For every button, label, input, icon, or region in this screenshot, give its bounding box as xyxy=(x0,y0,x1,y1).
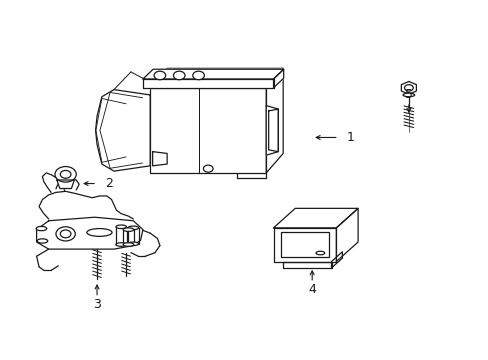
Circle shape xyxy=(60,230,71,238)
Polygon shape xyxy=(401,81,416,94)
Polygon shape xyxy=(37,217,142,249)
Polygon shape xyxy=(265,105,278,155)
Polygon shape xyxy=(283,261,331,268)
Polygon shape xyxy=(273,208,357,228)
Circle shape xyxy=(55,167,76,182)
Circle shape xyxy=(60,170,71,178)
Text: 3: 3 xyxy=(93,298,101,311)
Polygon shape xyxy=(152,152,167,166)
Circle shape xyxy=(404,85,412,91)
Circle shape xyxy=(154,71,165,80)
Polygon shape xyxy=(150,68,283,88)
Ellipse shape xyxy=(128,226,138,230)
Polygon shape xyxy=(95,90,150,171)
Ellipse shape xyxy=(402,93,414,97)
Text: 4: 4 xyxy=(307,283,315,296)
Polygon shape xyxy=(57,180,74,189)
Text: 1: 1 xyxy=(346,131,354,144)
Ellipse shape xyxy=(315,251,324,255)
Ellipse shape xyxy=(123,228,134,231)
Polygon shape xyxy=(142,69,283,79)
Ellipse shape xyxy=(36,226,47,231)
Ellipse shape xyxy=(37,239,48,243)
Ellipse shape xyxy=(116,243,126,246)
Text: 5: 5 xyxy=(404,89,412,102)
Polygon shape xyxy=(331,252,342,268)
Circle shape xyxy=(173,71,184,80)
Polygon shape xyxy=(273,69,283,88)
Circle shape xyxy=(56,227,75,241)
Circle shape xyxy=(203,165,213,172)
Polygon shape xyxy=(150,88,265,173)
Ellipse shape xyxy=(123,243,134,246)
Ellipse shape xyxy=(87,229,112,237)
Polygon shape xyxy=(142,79,273,88)
Polygon shape xyxy=(265,68,283,173)
Polygon shape xyxy=(273,228,336,261)
Text: 2: 2 xyxy=(105,177,113,190)
Polygon shape xyxy=(336,208,357,261)
Ellipse shape xyxy=(116,225,126,229)
Circle shape xyxy=(192,71,204,80)
Ellipse shape xyxy=(128,242,138,246)
